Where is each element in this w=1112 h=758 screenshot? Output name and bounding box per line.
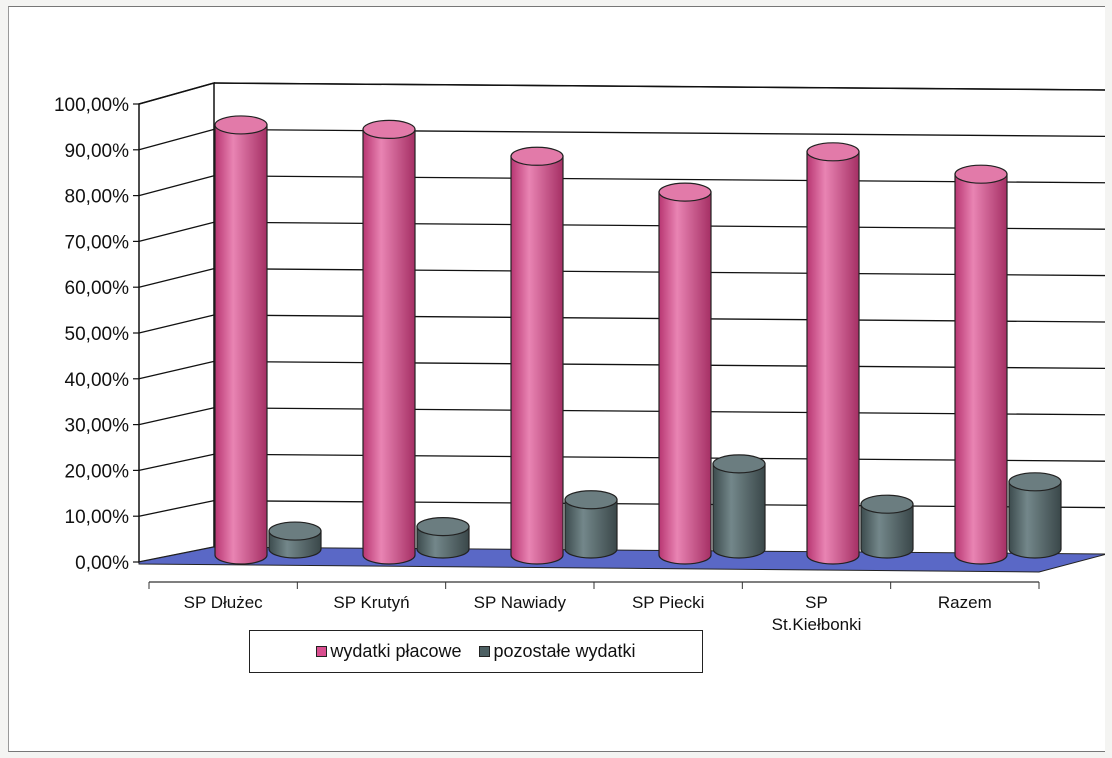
legend-label-other: pozostałe wydatki bbox=[493, 641, 636, 661]
bar-pozostale-wydatki bbox=[564, 490, 618, 559]
cylinder-body bbox=[954, 173, 1008, 565]
cylinder-body bbox=[860, 503, 914, 559]
cylinder-body bbox=[712, 463, 766, 559]
gridline-side bbox=[138, 453, 215, 472]
bar-wydatki-placowe bbox=[954, 164, 1008, 565]
cylinder-body bbox=[806, 151, 860, 565]
legend-item-other: pozostałe wydatki bbox=[479, 641, 636, 662]
chart-canvas: 0,00% 10,00% 20,00% 30,00% 40,00% 50,00% 60,00… bbox=[54, 82, 1105, 634]
gridline-side bbox=[138, 360, 215, 380]
cylinder-body bbox=[1008, 481, 1062, 559]
x-tick-label: SP Krutyń bbox=[333, 593, 409, 612]
cylinder-top bbox=[954, 164, 1008, 184]
bar-wydatki-placowe bbox=[658, 182, 712, 565]
cylinder-top bbox=[268, 521, 322, 541]
y-tick-label: 70,00% bbox=[65, 232, 130, 253]
cylinder-top bbox=[214, 115, 268, 135]
y-tick-label: 90,00% bbox=[65, 141, 130, 162]
cylinder-top bbox=[510, 146, 564, 166]
legend: wydatki płacowe pozostałe wydatki bbox=[249, 630, 703, 673]
x-tick-label: SP Nawiady bbox=[474, 593, 567, 612]
bar-pozostale-wydatki bbox=[860, 494, 914, 559]
gridline-side bbox=[138, 314, 215, 334]
gridline-side bbox=[138, 407, 215, 426]
gridline-side bbox=[138, 175, 215, 197]
cylinder-body bbox=[362, 128, 416, 565]
chart-frame: 0,00% 10,00% 20,00% 30,00% 40,00% 50,00% 60,00… bbox=[8, 6, 1105, 752]
bar-wydatki-placowe bbox=[510, 146, 564, 565]
bar-pozostale-wydatki bbox=[712, 454, 766, 559]
cylinder-top bbox=[806, 142, 860, 162]
gridline-side bbox=[138, 82, 215, 105]
y-tick-label: 100,00% bbox=[54, 95, 129, 116]
x-tick-label: SP Dłużec bbox=[184, 593, 264, 612]
cylinder-body bbox=[564, 499, 618, 559]
cylinder-top bbox=[416, 516, 470, 537]
y-tick-label: 40,00% bbox=[65, 370, 130, 391]
gridline-side bbox=[138, 499, 215, 517]
gridline-back bbox=[213, 128, 1105, 138]
side-wall bbox=[138, 82, 215, 563]
y-tick-label: 0,00% bbox=[75, 553, 129, 574]
bar-wydatki-placowe bbox=[362, 119, 416, 565]
cylinder-top bbox=[362, 119, 416, 140]
y-tick-label: 80,00% bbox=[65, 187, 130, 208]
bar-pozostale-wydatki bbox=[1008, 472, 1062, 559]
cylinder-top bbox=[712, 454, 766, 474]
gridline-side bbox=[138, 221, 215, 243]
cylinder-top bbox=[860, 494, 914, 514]
y-tick-label: 30,00% bbox=[65, 416, 130, 437]
bar-pozostale-wydatki bbox=[416, 516, 470, 559]
legend-swatch-wages bbox=[316, 646, 328, 657]
bar-pozostale-wydatki bbox=[268, 521, 322, 559]
legend-swatch-other bbox=[479, 646, 491, 657]
y-tick-label: 10,00% bbox=[65, 507, 130, 528]
cylinder-body bbox=[658, 191, 712, 565]
legend-item-wages: wydatki płacowe bbox=[316, 641, 461, 662]
legend-label-wages: wydatki płacowe bbox=[330, 641, 462, 661]
cylinder-body bbox=[214, 124, 268, 565]
cylinder-top bbox=[1008, 472, 1062, 492]
x-tick-label: SP St.Kiełbonki bbox=[772, 593, 862, 634]
cylinder-top bbox=[564, 490, 618, 510]
x-tick-label: Razem bbox=[938, 593, 992, 612]
gridline-side bbox=[138, 267, 215, 288]
gridline-back bbox=[213, 82, 1105, 91]
cylinder-top bbox=[658, 182, 712, 202]
y-tick-label: 20,00% bbox=[65, 461, 130, 482]
y-tick-label: 50,00% bbox=[65, 324, 130, 345]
y-tick-label: 60,00% bbox=[65, 278, 130, 299]
x-tick-label: SP Piecki bbox=[632, 593, 704, 612]
bar-wydatki-placowe bbox=[214, 115, 268, 565]
cylinder-body bbox=[510, 155, 564, 565]
gridline-side bbox=[138, 128, 215, 151]
bar-wydatki-placowe bbox=[806, 142, 860, 565]
